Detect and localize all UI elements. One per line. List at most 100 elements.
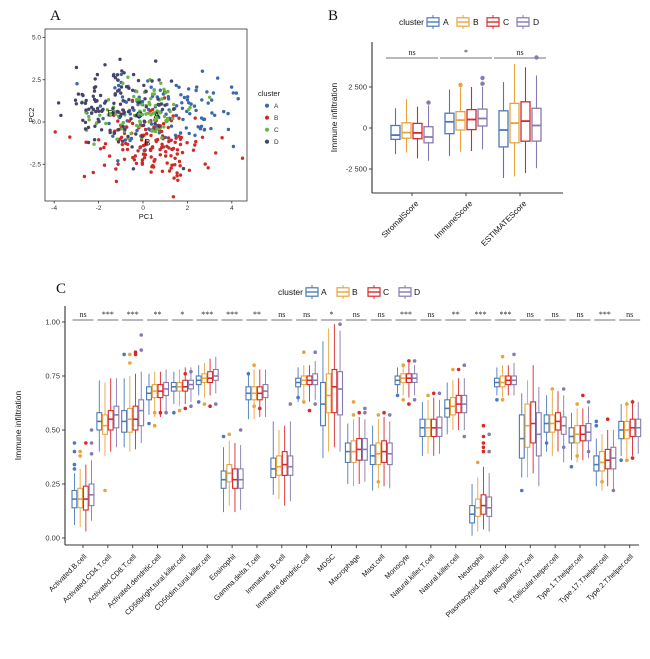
data-point	[108, 111, 112, 116]
legend-dot-icon	[264, 115, 270, 120]
data-point	[194, 88, 198, 93]
data-point	[214, 151, 218, 155]
outlier-dot	[89, 452, 94, 456]
boxplot-Mast.cell-D	[386, 413, 393, 489]
boxplot-Immature..B.cell-B	[276, 430, 282, 500]
data-point	[138, 145, 142, 150]
data-point	[150, 79, 154, 83]
data-point	[102, 163, 107, 167]
data-point	[131, 88, 135, 93]
significance-label: **	[253, 310, 261, 319]
significance-label: ns	[516, 48, 523, 57]
data-point	[122, 71, 126, 75]
data-point	[91, 94, 96, 99]
data-point	[87, 114, 91, 119]
outlier-dot	[376, 480, 381, 484]
data-point	[113, 76, 118, 80]
data-point	[92, 138, 97, 142]
box-rect	[325, 373, 332, 414]
box-rect	[182, 379, 189, 392]
outlier-dot	[152, 423, 157, 428]
outlier-dot	[302, 350, 306, 355]
boxplot-Monocyte-A	[394, 367, 401, 398]
x-category-label: MDSC	[315, 552, 337, 574]
data-point	[105, 108, 110, 112]
outlier-dot	[84, 441, 88, 445]
data-point	[240, 156, 245, 160]
data-point	[111, 111, 115, 115]
outlier-dot	[258, 406, 262, 411]
significance-label: ***	[226, 310, 238, 319]
data-point	[118, 114, 123, 118]
data-point	[103, 142, 108, 146]
data-point	[200, 135, 205, 139]
data-point	[133, 154, 137, 158]
boxplot-Immature.dendritic.cell-C	[306, 365, 313, 413]
significance-label: ns	[427, 310, 434, 319]
outlier-dot	[630, 400, 635, 404]
data-point	[154, 117, 158, 121]
outlier-dot	[561, 445, 566, 450]
boxplot-ESTIMATEScore-C	[520, 67, 531, 174]
x-tick-label: 2	[186, 205, 190, 212]
data-point	[93, 77, 97, 81]
data-point	[160, 136, 164, 140]
pca-legend-item-label: C	[274, 127, 279, 134]
data-point	[140, 158, 145, 162]
data-point	[83, 101, 88, 105]
data-point	[112, 101, 116, 106]
data-point	[174, 113, 178, 118]
outlier-dot	[189, 369, 193, 374]
data-point	[213, 113, 217, 118]
data-point	[53, 130, 57, 134]
data-point	[92, 97, 97, 102]
data-point	[178, 173, 183, 177]
boxplot-ImmuneScore-A	[444, 89, 455, 156]
data-point	[115, 73, 120, 77]
outlier-dot	[426, 393, 430, 398]
data-point	[98, 113, 102, 118]
outlier-dot	[519, 488, 524, 493]
boxplot-Activated.CD8.T.cell-A	[121, 352, 128, 448]
boxplot-Eosinophil-C	[232, 443, 238, 513]
box-rect	[113, 405, 120, 429]
outlier-dot	[147, 421, 151, 426]
data-point	[148, 102, 152, 107]
boxplot-Eosinophil-B	[226, 432, 233, 506]
boxplot-MDSC-C	[331, 324, 338, 448]
data-point	[156, 102, 160, 107]
data-point	[143, 149, 147, 153]
data-point	[122, 157, 127, 161]
significance-label: ***	[201, 310, 213, 319]
outlier-dot	[426, 100, 431, 105]
boxplot-Activated.B.cell-B	[77, 449, 84, 528]
significance-label: ns	[79, 310, 86, 319]
data-point	[160, 97, 164, 101]
data-point	[196, 125, 200, 129]
box-rect	[369, 444, 376, 466]
data-point	[167, 139, 171, 144]
box-rect	[331, 368, 338, 414]
outlier-dot	[246, 372, 251, 376]
outlier-dot	[152, 410, 157, 415]
box-rect	[237, 468, 244, 489]
boxplot-Natural.killer.cell-A	[444, 382, 451, 435]
data-point	[131, 72, 136, 77]
boxplot-T.follicular.helper.cell-C	[555, 391, 561, 452]
box-rect	[82, 485, 89, 511]
data-point	[149, 122, 154, 126]
significance-label: *	[180, 310, 184, 319]
data-point	[74, 65, 79, 70]
outlier-dot	[252, 404, 256, 409]
y-tick-label: 0.50	[45, 426, 60, 435]
boxplot-Type.2.T.helper.cell-C	[629, 399, 636, 460]
data-point	[173, 133, 178, 137]
data-point	[140, 102, 144, 107]
data-point	[210, 98, 214, 102]
data-point	[158, 147, 162, 152]
box-rect	[270, 457, 277, 479]
data-point	[114, 167, 118, 171]
outlier-dot	[586, 400, 591, 404]
boxplot-Immature..B.cell-A	[270, 421, 277, 495]
data-point	[135, 89, 139, 94]
